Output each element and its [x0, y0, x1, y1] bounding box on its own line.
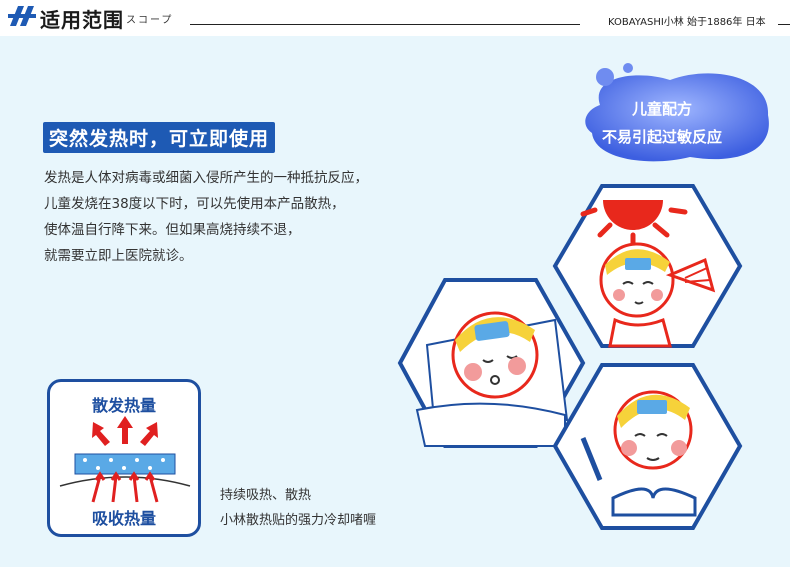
header-divider — [190, 24, 580, 25]
brand-line: KOBAYASHI小林 始于1886年 日本 — [608, 17, 766, 28]
diagram-caption: 持续吸热、散热 小林散热贴的强力冷却啫喱 — [220, 483, 376, 533]
header: 适用范围 スコープ KOBAYASHI小林 始于1886年 日本 — [0, 0, 790, 36]
caption-line-2: 小林散热贴的强力冷却啫喱 — [220, 513, 377, 528]
paragraph-line: 儿童发烧在38度以下时，可以先使用本产品散热， — [44, 196, 345, 212]
pencil-icon — [580, 437, 603, 481]
page-subtitle: スコープ — [126, 15, 174, 26]
badge-blob — [585, 63, 769, 162]
sun-icon — [580, 200, 688, 253]
kobayashi-logo-icon — [8, 6, 36, 26]
diagram-bottom-label: 吸收热量 — [91, 509, 156, 528]
heat-diagram-box: 散发热量 吸收热量 — [47, 379, 201, 537]
paragraph-line: 就需要立即上医院就诊。 — [44, 248, 193, 264]
headline: 突然发热时，可立即使用 — [43, 122, 276, 153]
absorb-arrows-icon — [91, 471, 159, 503]
release-arrows-icon — [92, 416, 158, 446]
page-title: 适用范围 — [40, 8, 124, 32]
badge-line-1: 儿童配方 — [631, 100, 692, 118]
book-icon — [611, 487, 697, 517]
caption-line-1: 持续吸热、散热 — [220, 488, 312, 503]
heat-exchange-diagram — [59, 416, 191, 503]
badge-line-2: 不易引起过敏反应 — [601, 128, 722, 146]
illustration-group — [397, 184, 743, 530]
description-paragraph: 发热是人体对病毒或细菌入侵所产生的一种抵抗反应， 儿童发烧在38度以下时，可以先… — [44, 165, 368, 269]
paragraph-line: 使体温自行降下来。但如果高烧持续不退， — [44, 222, 301, 238]
illustration-child-with-sun — [552, 184, 743, 348]
header-divider-right — [778, 24, 790, 25]
paragraph-line: 发热是人体对病毒或细菌入侵所产生的一种抵抗反应， — [44, 170, 368, 186]
fan-icon — [665, 257, 716, 293]
diagram-top-label: 散发热量 — [91, 396, 156, 415]
illustration-child-studying — [552, 363, 743, 530]
illustration-child-sleeping — [397, 278, 586, 448]
